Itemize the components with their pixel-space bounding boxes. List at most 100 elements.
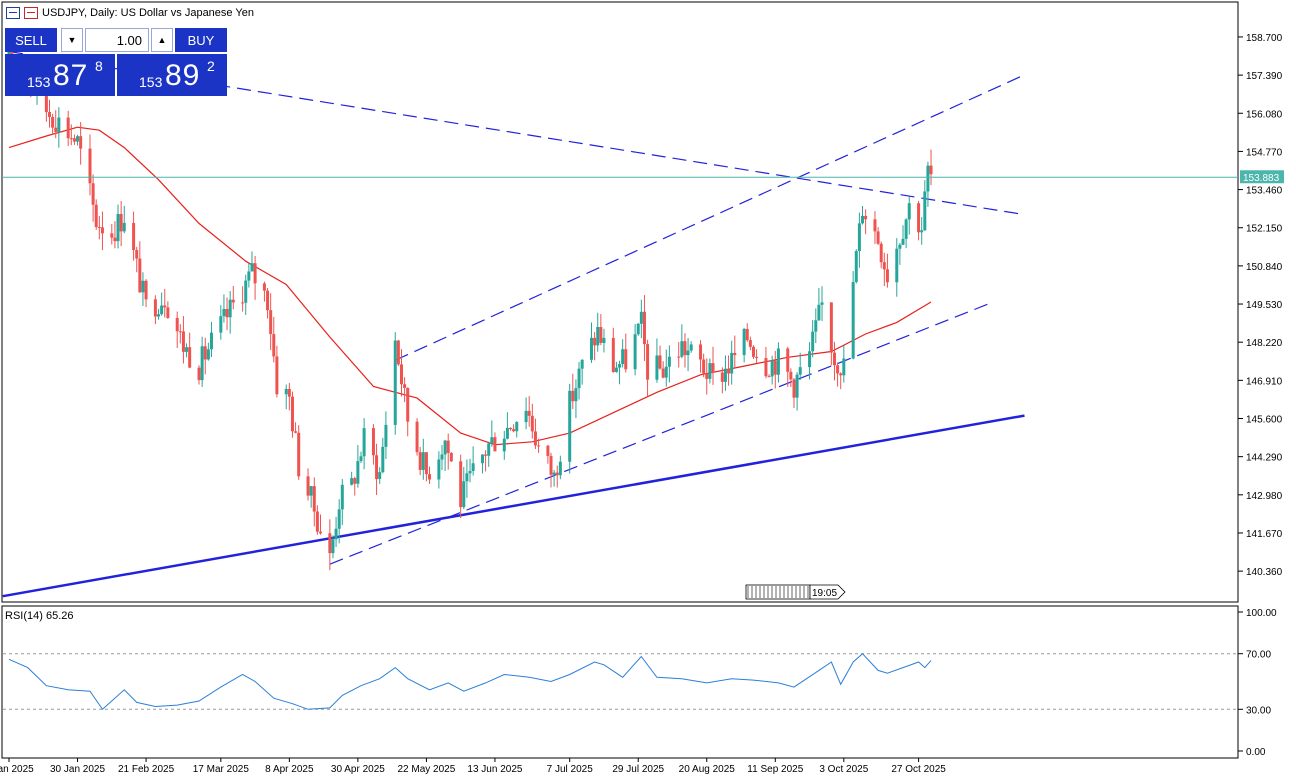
candle-body bbox=[745, 328, 749, 341]
candle-body bbox=[596, 327, 600, 346]
candle-body bbox=[76, 136, 80, 142]
candle-body bbox=[362, 428, 366, 457]
time-tick-label: 8 Jan 2025 bbox=[0, 764, 34, 775]
price-tick-label: 148.220 bbox=[1246, 338, 1283, 349]
candle-body bbox=[294, 431, 298, 433]
candle-body bbox=[459, 461, 463, 508]
candle-body bbox=[480, 454, 484, 464]
lot-size-input[interactable] bbox=[85, 28, 149, 52]
candle-body bbox=[580, 359, 584, 369]
buy-price-button[interactable]: 153 89 2 bbox=[117, 54, 227, 96]
trendline-2[interactable] bbox=[395, 74, 1025, 361]
candle-body bbox=[708, 363, 712, 379]
candle-body bbox=[832, 352, 836, 366]
candle-body bbox=[618, 364, 622, 368]
sell-button[interactable]: SELL bbox=[5, 28, 57, 52]
candle-body bbox=[920, 230, 924, 233]
candle-body bbox=[119, 213, 123, 232]
time-tick-label: 3 Oct 2025 bbox=[819, 764, 868, 775]
candle-body bbox=[437, 459, 441, 480]
time-tick-label: 27 Oct 2025 bbox=[891, 764, 946, 775]
price-tick-label: 150.840 bbox=[1246, 262, 1283, 273]
candle-body bbox=[272, 334, 276, 357]
candle-body bbox=[356, 461, 360, 484]
candle-body bbox=[533, 431, 537, 446]
candle-body bbox=[72, 138, 76, 142]
candle-body bbox=[244, 280, 248, 303]
candle-body bbox=[219, 316, 223, 333]
price-tick-label: 152.150 bbox=[1246, 224, 1283, 235]
time-tick-label: 20 Aug 2025 bbox=[679, 764, 736, 775]
candle-body bbox=[664, 366, 668, 378]
sell-price-small: 153 bbox=[27, 74, 51, 90]
buy-button[interactable]: BUY bbox=[175, 28, 227, 52]
candle-body bbox=[727, 368, 731, 374]
candle-body bbox=[378, 472, 382, 480]
candle-body bbox=[917, 203, 921, 233]
candle-body bbox=[820, 302, 824, 305]
candle-body bbox=[144, 280, 148, 300]
candle-body bbox=[222, 308, 226, 317]
candle-body bbox=[113, 237, 117, 242]
candle-body bbox=[465, 473, 469, 482]
chart-type-icon[interactable] bbox=[24, 7, 38, 19]
candle-body bbox=[677, 356, 681, 358]
candle-body bbox=[79, 136, 83, 149]
sell-price-sup: 8 bbox=[95, 58, 103, 74]
candle-body bbox=[415, 421, 419, 453]
time-tick-label: 21 Feb 2025 bbox=[118, 764, 175, 775]
chart-title: USDJPY, Daily: US Dollar vs Japanese Yen bbox=[42, 7, 254, 19]
candle-body bbox=[776, 348, 780, 375]
time-tick-label: 7 Jul 2025 bbox=[547, 764, 594, 775]
time-marker-tag bbox=[809, 584, 846, 600]
sell-price-button[interactable]: 153 87 8 bbox=[5, 54, 115, 96]
candle-body bbox=[502, 438, 506, 452]
candle-body bbox=[680, 341, 684, 357]
candle-body bbox=[359, 456, 363, 462]
current-price-label: 153.883 bbox=[1243, 173, 1280, 184]
candle-body bbox=[885, 269, 889, 283]
rsi-tick-label: 30.00 bbox=[1246, 705, 1271, 716]
candle-body bbox=[611, 337, 615, 373]
one-click-trading-panel: SELL ▼ ▲ BUY 153 87 8 153 89 2 bbox=[5, 28, 227, 96]
candle-body bbox=[861, 215, 865, 224]
candle-body bbox=[163, 305, 167, 308]
candle-body bbox=[636, 323, 640, 335]
candle-body bbox=[406, 387, 410, 422]
candle-body bbox=[241, 302, 245, 304]
candle-body bbox=[904, 219, 908, 239]
candle-body bbox=[306, 476, 310, 496]
candle-body bbox=[309, 486, 313, 496]
candle-body bbox=[203, 346, 207, 360]
chart-window-icon[interactable] bbox=[6, 7, 20, 19]
candle-body bbox=[546, 445, 550, 456]
candle-body bbox=[552, 472, 556, 475]
candle-body bbox=[836, 365, 840, 374]
candle-body bbox=[593, 337, 597, 346]
candle-body bbox=[527, 410, 531, 416]
lot-increase-button[interactable]: ▲ bbox=[151, 28, 173, 52]
candle-body bbox=[742, 328, 746, 356]
time-tick-label: 8 Apr 2025 bbox=[265, 764, 314, 775]
candle-body bbox=[808, 351, 812, 368]
candle-body bbox=[375, 455, 379, 480]
rsi-line bbox=[8, 653, 932, 711]
buy-price-big: 89 bbox=[165, 59, 201, 92]
candle-body bbox=[524, 410, 528, 423]
price-tick-label: 145.600 bbox=[1246, 415, 1283, 426]
candle-body bbox=[418, 452, 422, 470]
candle-body bbox=[290, 396, 294, 432]
trendline-3[interactable] bbox=[329, 301, 994, 565]
candle-body bbox=[857, 223, 861, 252]
candle-body bbox=[47, 112, 51, 117]
price-tick-label: 158.700 bbox=[1246, 33, 1283, 44]
trendline-4[interactable] bbox=[2, 414, 1025, 598]
candle-body bbox=[66, 117, 70, 139]
candle-body bbox=[449, 452, 453, 462]
candle-body bbox=[873, 219, 877, 232]
lot-decrease-button[interactable]: ▼ bbox=[61, 28, 83, 52]
candle-body bbox=[51, 116, 55, 128]
candle-body bbox=[512, 429, 516, 432]
time-tick-label: 17 Mar 2025 bbox=[193, 764, 250, 775]
candle-body bbox=[711, 363, 715, 373]
